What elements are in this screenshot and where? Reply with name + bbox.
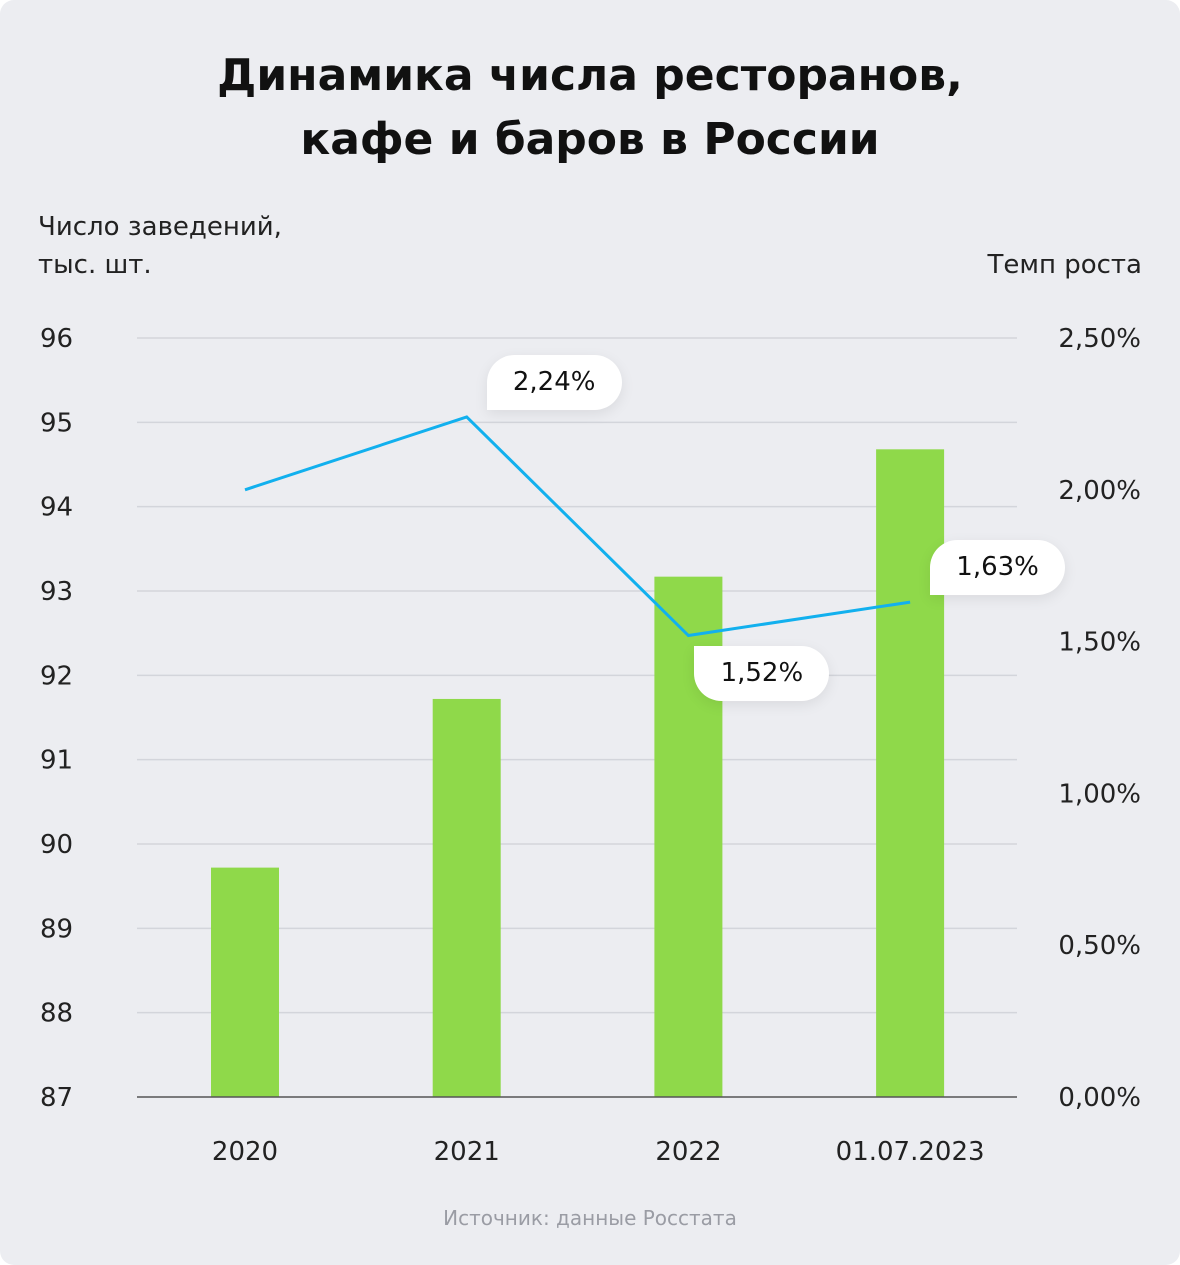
y-tick-label: 96 <box>40 324 73 354</box>
x-tick-label: 01.07.2023 <box>836 1137 985 1167</box>
y-tick-label: 87 <box>40 1083 73 1113</box>
y-tick-label: 88 <box>40 999 73 1029</box>
bar <box>876 449 945 1097</box>
bar <box>211 867 279 1097</box>
chart-title: Динамика числа ресторанов, кафе и баров … <box>0 44 1180 172</box>
y-tick-label: 94 <box>40 493 73 523</box>
data-label-callout: 2,24% <box>486 354 622 410</box>
bar <box>432 698 501 1097</box>
growth-rate-line <box>244 415 911 638</box>
y2-tick-label: 0,00% <box>1058 1083 1141 1113</box>
y-tick-label: 93 <box>40 577 73 607</box>
y-axis-title-line: Число заведений, <box>38 212 282 242</box>
y-tick-label: 95 <box>40 408 73 438</box>
y2-tick-label: 2,50% <box>1058 324 1141 354</box>
y2-tick-label: 1,50% <box>1058 628 1141 658</box>
title-line: кафе и баров в России <box>300 114 880 165</box>
y2-tick-label: 2,00% <box>1058 476 1141 506</box>
y-tick-label: 92 <box>40 661 73 691</box>
y-axis-title: Число заведений, тыс. шт. <box>38 208 282 284</box>
y-tick-label: 91 <box>40 746 73 776</box>
y2-tick-label: 1,00% <box>1058 779 1141 809</box>
x-tick-label: 2022 <box>655 1137 721 1167</box>
y-tick-label: 90 <box>40 830 73 860</box>
title-line: Динамика числа ресторанов, <box>217 50 963 101</box>
x-tick-label: 2021 <box>434 1137 500 1167</box>
y2-axis-title: Темп роста <box>987 250 1142 280</box>
data-label-callout: 1,52% <box>694 645 830 701</box>
y-tick-label: 89 <box>40 914 73 944</box>
source-note: Источник: данные Росстата <box>443 1206 737 1230</box>
y2-tick-label: 0,50% <box>1058 931 1141 961</box>
x-tick-label: 2020 <box>212 1137 278 1167</box>
y-axis-title-line: тыс. шт. <box>38 250 152 280</box>
data-label-callout: 1,63% <box>930 540 1066 596</box>
